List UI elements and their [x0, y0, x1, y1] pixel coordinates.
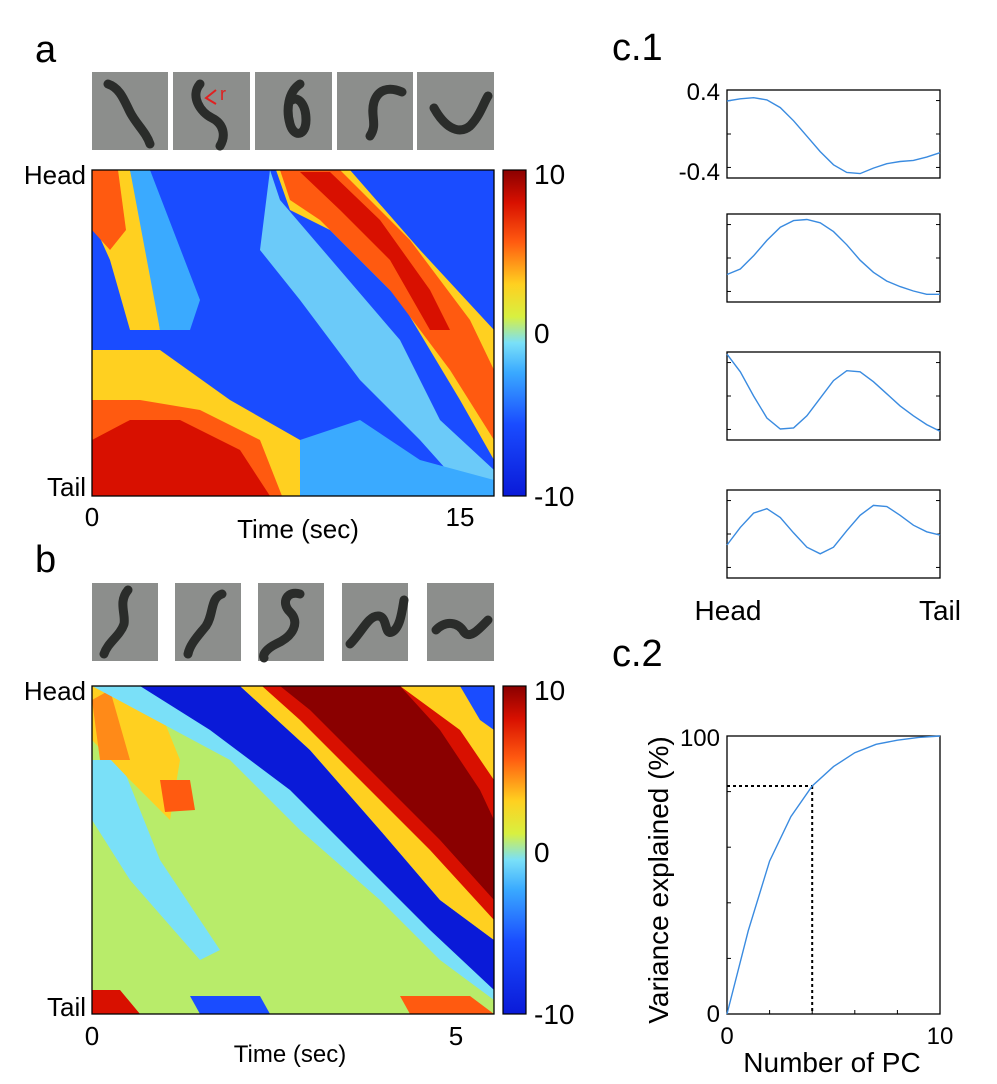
worm-shape: [183, 589, 227, 659]
heatmap-b-band-tail-blue: [190, 996, 270, 1014]
c2-plot: [726, 735, 941, 1015]
heatmap-a-band-red-diagonal-core: [280, 170, 494, 440]
heatmap-b-band-cyan-left: [92, 760, 220, 960]
heatmap-b-frame: [91, 685, 495, 1015]
panel-a-label: a: [35, 29, 57, 71]
heatmap-b-spot-orange: [160, 780, 195, 812]
panel-a: a r: [24, 29, 575, 544]
worm-shape: [431, 615, 493, 640]
heatmap-b-band-orange-left: [92, 690, 130, 760]
c1-x-right-label: Tail: [919, 595, 961, 626]
panel-b: b: [24, 539, 575, 1068]
c1-series-pc2: [726, 218, 940, 295]
colorbar-b-tick-top: 10: [534, 675, 565, 706]
worm-shape: [191, 79, 228, 151]
heatmap-b-band-tail-orange: [400, 996, 494, 1014]
heatmap-a: [92, 170, 494, 496]
panel-a-worm-snapshots: r: [92, 72, 494, 151]
worm-shape: [429, 91, 493, 135]
heatmap-b-y-top-label: Head: [24, 676, 86, 706]
heatmap-a-y-top-label: Head: [24, 160, 86, 190]
heatmap-b-band-tail-red: [92, 990, 140, 1014]
heatmap-b-x-tick-0: 0: [85, 1021, 99, 1051]
c1-series-pc1: [726, 96, 941, 175]
heatmap-b-band-yellow-diagonal: [240, 686, 494, 940]
heatmap-b-y-bottom-label: Tail: [47, 992, 86, 1022]
heatmap-b-xlabel: Time (sec): [234, 1041, 346, 1068]
colorbar-a-tick-mid: 0: [534, 318, 550, 349]
colorbar-b-tick-bottom: -10: [534, 999, 574, 1030]
c2-variance-curve: [726, 735, 941, 1015]
heatmap-a-x-tick-0: 0: [85, 502, 99, 532]
c2-y-tick-bottom: 0: [707, 1001, 720, 1028]
c1-subplot-frame: [726, 489, 941, 579]
colorbar-a: [502, 169, 527, 497]
c1-y-tick-top: 0.4: [687, 79, 720, 106]
colorbar-a-tick-bottom: -10: [534, 481, 574, 512]
worm-shape: [365, 84, 407, 141]
c2-y-tick-top: 100: [680, 725, 720, 752]
heatmap-a-band-cyan-2: [260, 170, 494, 496]
worm-shape: [103, 79, 155, 149]
worm-shape: [259, 588, 305, 663]
heatmap-a-xlabel: Time (sec): [237, 514, 359, 544]
c2-x-tick-right: 10: [927, 1023, 954, 1050]
worm-annotation-r: r: [220, 84, 226, 104]
colorbar-b-tick-mid: 0: [534, 837, 550, 868]
panel-b-worm-snapshots: [92, 583, 494, 663]
heatmap-a-band-red-diagonal-dark: [300, 172, 450, 330]
colorbar-b: [502, 685, 527, 1015]
heatmap-a-x-tick-15: 15: [446, 502, 475, 532]
c2-ylabel: Variance explained (%): [643, 736, 674, 1023]
heatmap-a-band-head-early-core: [92, 170, 126, 250]
heatmap-a-y-bottom-label: Tail: [47, 472, 86, 502]
heatmap-b-x-tick-5: 5: [449, 1021, 463, 1051]
heatmap-a-frame: [91, 169, 495, 497]
c1-plots: [726, 89, 941, 579]
c1-series-pc3: [726, 353, 941, 432]
heatmap-a-band-tail-mid: [300, 420, 494, 496]
c1-series-pc4: [726, 504, 941, 555]
panel-c2-label: c.2: [612, 633, 663, 675]
c2-x-tick-left: 0: [720, 1023, 733, 1050]
worm-snapshot: [173, 72, 250, 150]
heatmap-b-band-warm-right: [400, 686, 494, 780]
panel-c1: c.1 0.4 -0.4 Head Tail: [612, 27, 961, 626]
worm-shape: [99, 585, 133, 659]
heatmap-a-band-cyan-1: [130, 170, 200, 330]
c1-subplot-frame: [726, 351, 941, 441]
c1-y-tick-bottom: -0.4: [679, 159, 720, 186]
c2-frame: [726, 735, 941, 1015]
heatmap-b-band-dark-diagonal: [280, 686, 494, 900]
panel-c1-label: c.1: [612, 27, 663, 69]
c1-x-left-label: Head: [695, 595, 762, 626]
c2-xlabel: Number of PC: [743, 1047, 920, 1078]
worm-shape: [283, 79, 311, 138]
colorbar-a-tick-top: 10: [534, 159, 565, 190]
panel-c2: c.2 100 0 0 10 Number of PC Variance exp…: [612, 633, 953, 1078]
heatmap-a-band-tail-dark: [92, 420, 270, 496]
heatmap-b-band-blue-topright: [460, 686, 494, 730]
heatmap-b: [92, 686, 494, 1014]
panel-b-label: b: [35, 539, 56, 581]
curvature-radius-mark: [204, 89, 217, 105]
worm-shape: [345, 595, 409, 649]
